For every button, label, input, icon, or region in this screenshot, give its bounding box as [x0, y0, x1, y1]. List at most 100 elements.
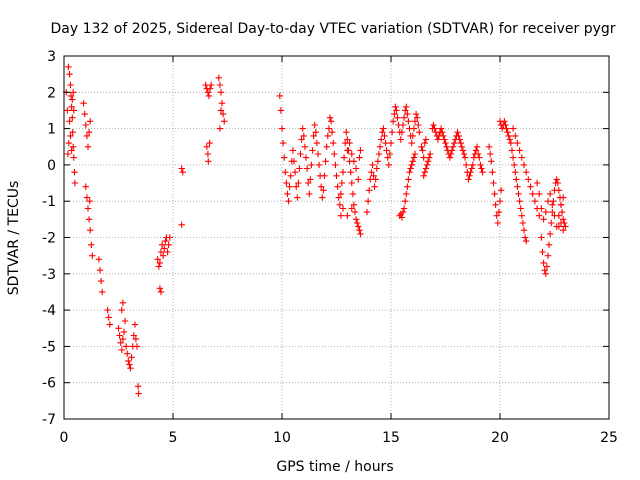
data-point [512, 132, 519, 140]
data-point [303, 165, 311, 172]
data-point [301, 143, 309, 150]
data-point [296, 165, 303, 172]
data-point [352, 165, 360, 172]
data-point [119, 299, 127, 306]
data-point [521, 234, 529, 241]
data-point [85, 129, 93, 136]
data-point [512, 169, 519, 176]
data-point [282, 169, 289, 176]
data-point [164, 248, 171, 256]
data-point [465, 176, 472, 183]
data-point [121, 317, 129, 325]
data-point [531, 198, 539, 205]
data-point [538, 205, 545, 212]
x-tick-label: 0 [60, 430, 69, 446]
y-tick-label: -1 [42, 194, 56, 210]
data-point [378, 136, 385, 143]
data-point [434, 136, 442, 143]
data-point [289, 147, 297, 154]
data-point [83, 132, 91, 140]
data-point [472, 147, 480, 154]
data-point [128, 354, 135, 361]
data-point [118, 306, 125, 314]
data-point [343, 129, 350, 136]
data-point [475, 150, 482, 158]
data-point [69, 96, 76, 103]
data-point [487, 150, 494, 158]
data-point [550, 198, 557, 205]
data-point [306, 190, 313, 198]
data-point [493, 212, 500, 219]
data-point [557, 219, 565, 227]
data-point [431, 125, 438, 132]
data-point [515, 190, 522, 198]
data-point [488, 158, 495, 165]
data-point [85, 216, 93, 223]
data-point [374, 158, 382, 165]
data-point [334, 183, 341, 190]
data-point [80, 100, 87, 107]
data-point [130, 332, 137, 339]
data-point [560, 194, 567, 201]
data-point [355, 176, 362, 183]
data-point [456, 136, 463, 143]
data-point [344, 212, 351, 219]
data-point [549, 201, 556, 208]
data-point [404, 110, 411, 118]
data-point [314, 150, 322, 158]
y-tick-label: 1 [47, 122, 56, 138]
data-point [135, 390, 142, 397]
data-point [70, 89, 77, 96]
data-point [285, 198, 292, 205]
data-point [400, 205, 408, 212]
data-point [390, 118, 397, 125]
data-point [511, 161, 518, 169]
data-point [277, 107, 285, 114]
data-point [468, 165, 475, 172]
data-point [120, 328, 128, 336]
data-point [490, 179, 497, 187]
data-point [284, 190, 291, 198]
data-point [134, 383, 142, 390]
data-point [461, 154, 469, 161]
data-point [513, 176, 520, 183]
data-point [283, 179, 290, 187]
data-point [203, 143, 210, 150]
data-point [388, 129, 396, 136]
data-point [84, 205, 92, 212]
data-point [66, 71, 73, 78]
data-point [549, 208, 556, 216]
data-point [489, 169, 496, 176]
data-point [206, 139, 213, 147]
data-point [347, 169, 354, 176]
data-point [491, 190, 498, 198]
data-point [178, 165, 185, 172]
data-point [312, 129, 319, 136]
data-point [514, 139, 521, 147]
data-point [463, 161, 470, 169]
data-point [337, 212, 345, 219]
data-point [352, 216, 360, 223]
data-point [509, 125, 517, 132]
data-point [117, 339, 124, 346]
data-point [441, 136, 448, 143]
data-point [397, 136, 404, 143]
data-point [86, 198, 93, 205]
data-point [299, 125, 306, 132]
data-point [416, 129, 423, 136]
data-point [411, 150, 419, 158]
data-point [356, 154, 363, 161]
data-point [505, 132, 512, 140]
data-point [385, 161, 392, 169]
data-point [384, 154, 391, 161]
data-point [470, 154, 477, 161]
data-point [166, 234, 173, 241]
data-point [403, 103, 410, 110]
data-point [178, 221, 185, 228]
data-point [366, 187, 373, 194]
data-point [495, 208, 503, 216]
data-point [132, 335, 140, 343]
data-point [330, 139, 337, 147]
data-point [497, 187, 505, 194]
data-point [406, 169, 413, 176]
